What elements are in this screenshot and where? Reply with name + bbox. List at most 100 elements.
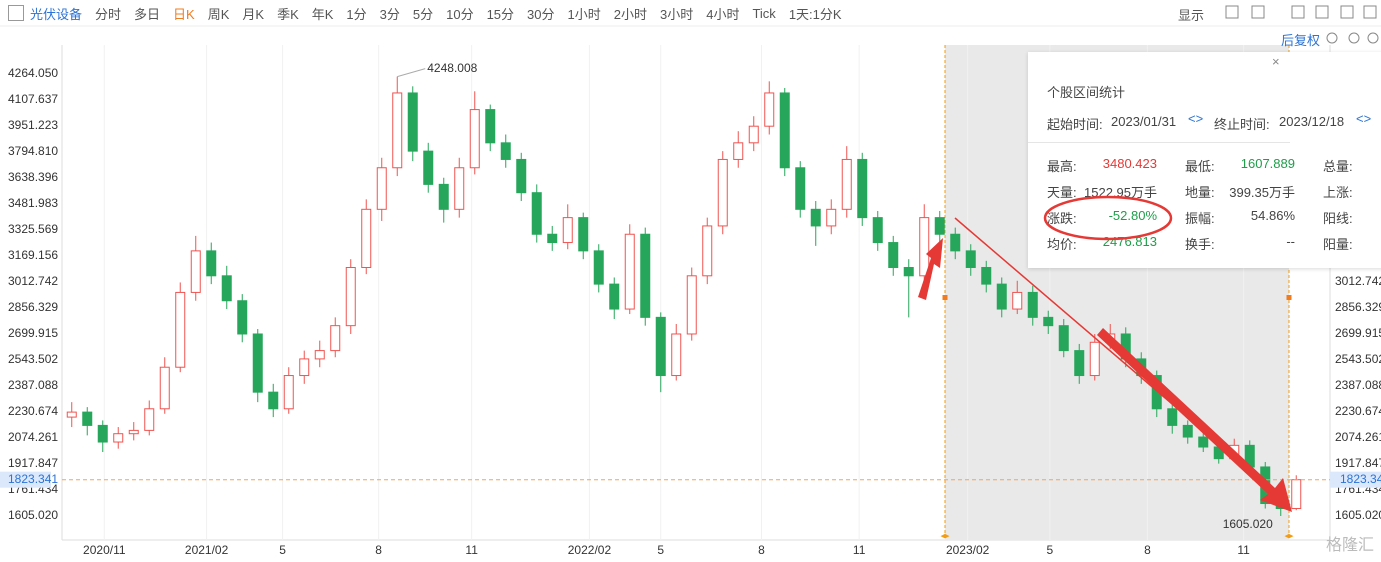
period-tab[interactable]: 1天:1分K — [788, 6, 842, 22]
candle-body — [407, 92, 418, 152]
y-tick-label: 3325.569 — [8, 222, 58, 236]
candle-body — [283, 375, 294, 410]
stat-value: -52.80% — [1108, 208, 1157, 223]
period-tab[interactable]: 月K — [242, 6, 265, 22]
x-tick-label: 5 — [657, 543, 664, 557]
end-date: 2023/12/18 — [1279, 114, 1345, 129]
y-tick-label: 2699.915 — [8, 326, 58, 340]
period-tab[interactable]: 周K — [207, 6, 230, 22]
y-tick-label: 3169.156 — [8, 248, 58, 262]
candle-body — [1182, 424, 1193, 438]
arrow — [1097, 328, 1292, 512]
y-tick-label: 3012.742 — [1335, 274, 1381, 288]
period-tab[interactable]: 1分 — [346, 6, 367, 22]
period-tab[interactable]: 5分 — [412, 6, 434, 22]
period-tab[interactable]: 季K — [277, 6, 299, 22]
x-tick-label: 8 — [375, 543, 382, 557]
candle-body — [314, 350, 325, 360]
candle-body — [392, 92, 403, 169]
adjust-menu[interactable]: 后复权 — [1281, 33, 1321, 48]
price-tag — [0, 471, 51, 488]
range-arrows: ◂▸ — [1284, 530, 1294, 540]
y-tick-label: 4107.637 — [8, 92, 58, 106]
period-tab[interactable]: Tick — [752, 5, 776, 21]
stat-value: 399.35万手 — [1229, 185, 1295, 200]
tool-icon[interactable] — [1291, 5, 1305, 19]
price-tag — [1330, 471, 1381, 488]
y-tick-label: 2543.502 — [1335, 352, 1381, 366]
candle-body — [1198, 436, 1209, 448]
stat-value: 1522.95万手 — [1084, 185, 1157, 200]
candle-body — [934, 217, 945, 235]
candle-body — [764, 92, 775, 127]
period-tab[interactable]: 3小时 — [659, 6, 694, 22]
period-tab[interactable]: 4小时 — [706, 6, 740, 22]
candle-body — [1043, 316, 1054, 327]
close-button[interactable]: × — [1272, 54, 1280, 69]
candle-body — [888, 242, 899, 268]
candle-body — [531, 192, 542, 235]
tool-icon[interactable] — [1225, 5, 1239, 19]
divider — [1028, 142, 1290, 143]
candle-body — [345, 266, 356, 327]
annotation: 1605.020 — [1223, 517, 1273, 531]
period-tab[interactable]: 1小时 — [567, 6, 601, 22]
tool-icon[interactable] — [1340, 5, 1354, 19]
tool-icon[interactable] — [1251, 5, 1265, 19]
candle-body — [82, 411, 93, 426]
y-tick-label: 2230.674 — [8, 404, 58, 418]
stat-label: 振幅: — [1185, 211, 1215, 226]
candle-body — [779, 92, 790, 169]
candle-body — [562, 217, 573, 244]
end-adjust[interactable]: <> — [1356, 111, 1372, 126]
x-tick-label: 11 — [1237, 543, 1250, 557]
display-menu[interactable]: 显示 — [1178, 8, 1205, 23]
candle-body — [1167, 408, 1178, 426]
candle-body — [717, 158, 728, 227]
candle-body — [175, 291, 186, 368]
y-tick-label: 1917.847 — [1335, 456, 1381, 470]
period-tab[interactable]: 日K — [173, 6, 195, 22]
stat-label: 上涨: — [1323, 185, 1353, 200]
period-tab[interactable]: 3分 — [379, 6, 400, 22]
stat-label: 地量: — [1185, 185, 1215, 200]
candle-body — [376, 167, 387, 210]
candle-body — [996, 283, 1007, 310]
y-tick-label: 1917.847 — [8, 456, 58, 470]
period-tab[interactable]: 15分 — [486, 6, 515, 22]
candle-body — [702, 225, 713, 277]
period-tab[interactable]: 2小时 — [613, 6, 647, 22]
candle-body — [857, 158, 868, 219]
toolbar: 光伏设备 分时 多日 日K 周K 月K 季K 年K 1分 3分 5分 10分 15分 30分 1小时 2小时… — [0, 0, 1381, 26]
symbol[interactable]: 光伏设备 — [30, 6, 83, 22]
candle-body — [872, 217, 883, 244]
price-tag-label: 1823.341 — [1340, 472, 1381, 486]
candle-body — [97, 424, 108, 443]
range-handle[interactable] — [1286, 295, 1292, 300]
candle-body — [841, 158, 852, 210]
y-tick-label: 3638.396 — [8, 170, 58, 184]
candle-body — [66, 411, 77, 418]
period-tab[interactable]: 年K — [311, 6, 334, 22]
x-tick-label: 2020/11 — [83, 543, 126, 557]
tool-icon[interactable] — [1363, 5, 1377, 19]
candle-body — [640, 233, 651, 318]
stat-value: 54.86% — [1250, 208, 1295, 223]
y-tick-label: 2856.329 — [1335, 300, 1381, 314]
x-tick-label: 5 — [1046, 543, 1053, 557]
period-tab[interactable]: 分时 — [95, 6, 122, 22]
stat-label: 阳线: — [1323, 211, 1353, 226]
start-adjust[interactable]: <> — [1188, 111, 1204, 126]
y-tick-label: 2699.915 — [1335, 326, 1381, 340]
range-handle[interactable] — [942, 295, 948, 300]
period-tab[interactable]: 多日 — [134, 6, 161, 22]
stat-label: 最高: — [1047, 159, 1077, 174]
period-tab[interactable]: 30分 — [527, 6, 555, 22]
period-tab[interactable]: 10分 — [446, 6, 474, 22]
menu-icon[interactable] — [8, 5, 24, 21]
y-tick-label: 3951.223 — [8, 118, 58, 132]
candle-body — [252, 333, 263, 393]
candle-body — [593, 250, 604, 285]
tool-icon[interactable] — [1315, 5, 1329, 19]
